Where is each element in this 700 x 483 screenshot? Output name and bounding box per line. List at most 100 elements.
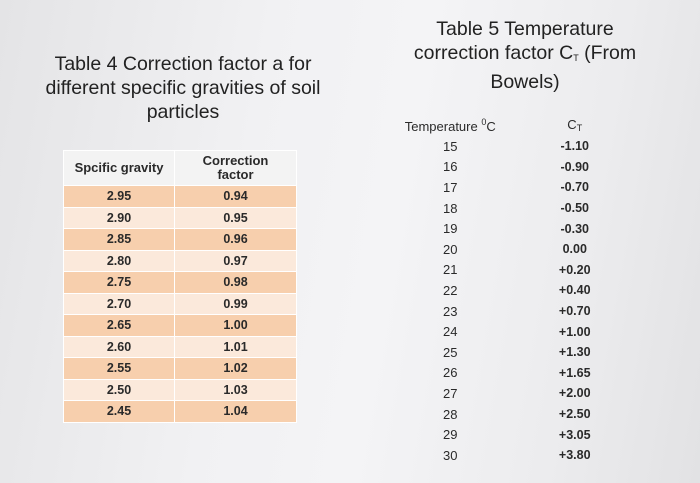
table-row: 25 +1.30 xyxy=(395,342,630,363)
table5-title-line: Bowels) xyxy=(490,71,560,93)
cell-ct: +3.05 xyxy=(558,427,591,442)
cell-temp: 18 xyxy=(443,200,458,216)
cell-sg: 2.45 xyxy=(63,400,175,423)
cell-sg: 2.65 xyxy=(63,314,175,337)
header-unit: C xyxy=(486,118,496,134)
cell-factor: 0.99 xyxy=(174,292,297,315)
table-row: 21 +0.20 xyxy=(395,260,630,281)
cell-temp: 21 xyxy=(443,262,458,278)
table4-body: 2.95 0.94 2.90 0.95 2.85 0.96 2.80 0.97 2.75 0.98… xyxy=(63,185,297,423)
table-row: 26 +1.65 xyxy=(395,363,630,384)
table-row: 23 +0.70 xyxy=(395,301,630,322)
table-row: 2.65 1.00 xyxy=(63,314,297,337)
table-row: 2.75 0.98 xyxy=(63,271,297,294)
table-row: 20 0.00 xyxy=(395,239,630,260)
table-row: 2.55 1.02 xyxy=(63,357,297,380)
cell-sg: 2.95 xyxy=(63,185,175,208)
cell-ct: -0.70 xyxy=(560,180,589,195)
cell-factor: 0.98 xyxy=(174,271,297,294)
cell-temp: 15 xyxy=(443,138,458,154)
cell-factor: 0.96 xyxy=(174,228,297,251)
header-line: Correction xyxy=(202,153,269,168)
table4-title-line: different specific gravities of soil xyxy=(45,77,321,99)
cell-factor: 0.97 xyxy=(174,249,297,272)
cell-sg: 2.50 xyxy=(63,378,175,401)
cell-factor: 1.03 xyxy=(174,378,297,401)
table4-title-line: particles xyxy=(146,101,220,123)
cell-ct: +2.50 xyxy=(558,407,591,422)
cell-ct: +1.30 xyxy=(558,345,591,360)
cell-sg: 2.70 xyxy=(63,292,175,315)
cell-sg: 2.60 xyxy=(63,335,175,358)
cell-ct: +0.70 xyxy=(558,304,591,319)
temperature-correction-table: Temperature 0C CT 15 -1.10 16 -0.90 17 -0.70 1… xyxy=(395,114,630,466)
cell-factor: 1.01 xyxy=(174,335,297,358)
table-row: 15 -1.10 xyxy=(395,136,630,157)
table-row: 24 +1.00 xyxy=(395,321,630,342)
table-row: 18 -0.50 xyxy=(395,198,630,219)
header-text: C xyxy=(567,117,577,132)
header-correction-factor: Correction factor xyxy=(174,150,297,186)
cell-ct: +3.80 xyxy=(558,448,591,463)
cell-temp: 20 xyxy=(443,241,458,257)
cell-temp: 25 xyxy=(443,344,458,360)
header-specific-gravity: Spcific gravity xyxy=(63,150,175,186)
table5-title-line: Table 5 Temperature xyxy=(436,18,614,40)
table-row: 2.50 1.03 xyxy=(63,378,297,401)
table-row: 19 -0.30 xyxy=(395,218,630,239)
cell-ct: 0.00 xyxy=(562,242,587,257)
cell-ct: +2.00 xyxy=(558,386,591,401)
cell-temp: 16 xyxy=(443,159,458,175)
cell-temp: 17 xyxy=(443,179,458,195)
cell-ct: +0.40 xyxy=(558,283,591,298)
cell-factor: 1.04 xyxy=(174,400,297,423)
table-row: 30 +3.80 xyxy=(395,445,630,466)
cell-ct: +1.00 xyxy=(558,324,591,339)
cell-sg: 2.85 xyxy=(63,228,175,251)
table-row: 27 +2.00 xyxy=(395,383,630,404)
header-subscript: T xyxy=(576,123,583,133)
table-row: 2.60 1.01 xyxy=(63,335,297,358)
cell-ct: -0.90 xyxy=(560,159,589,174)
degree-superscript: 0 xyxy=(481,116,487,127)
cell-temp: 27 xyxy=(443,385,458,401)
cell-sg: 2.90 xyxy=(63,206,175,229)
cell-sg: 2.75 xyxy=(63,271,175,294)
cell-temp: 24 xyxy=(443,324,458,340)
cell-sg: 2.55 xyxy=(63,357,175,380)
cell-factor: 1.00 xyxy=(174,314,297,337)
cell-factor: 0.94 xyxy=(174,185,297,208)
table-row: 2.85 0.96 xyxy=(63,228,297,251)
header-line: factor xyxy=(217,167,254,182)
cell-temp: 22 xyxy=(443,282,458,298)
table5-title-text: correction factor C xyxy=(413,42,574,64)
cell-temp: 23 xyxy=(443,303,458,319)
specific-gravity-table: Spcific gravity Correction factor 2.95 0.… xyxy=(63,150,297,423)
table-row: 16 -0.90 xyxy=(395,157,630,178)
table-row: 28 +2.50 xyxy=(395,404,630,425)
table5-body: 15 -1.10 16 -0.90 17 -0.70 18 -0.50 19 -0.30 20 0.0… xyxy=(395,136,630,466)
table-row: 22 +0.40 xyxy=(395,280,630,301)
table-row: 2.95 0.94 xyxy=(63,185,297,208)
header-temperature: Temperature 0C xyxy=(395,114,505,136)
table-row: 2.70 0.99 xyxy=(63,292,297,315)
cell-temp: 19 xyxy=(443,221,458,237)
table-row: 17 -0.70 xyxy=(395,177,630,198)
cell-temp: 28 xyxy=(443,406,458,422)
cell-ct: -0.50 xyxy=(560,201,589,216)
table4-title: Table 4 Correction factor a for differen… xyxy=(18,52,348,124)
table-row: 2.80 0.97 xyxy=(63,249,297,272)
table4-title-line: Table 4 Correction factor a for xyxy=(54,53,312,75)
cell-temp: 29 xyxy=(443,427,458,443)
table-row: 2.45 1.04 xyxy=(63,400,297,423)
cell-ct: -0.30 xyxy=(560,221,589,236)
cell-ct: -1.10 xyxy=(560,139,589,154)
table-row: 29 +3.05 xyxy=(395,424,630,445)
table5-title-text: (From xyxy=(578,42,637,64)
cell-factor: 1.02 xyxy=(174,357,297,380)
header-ct: CT xyxy=(505,114,630,136)
table5-title-line: correction factor CT (From xyxy=(380,41,670,70)
cell-ct: +0.20 xyxy=(558,262,591,277)
table5-title-subscript: T xyxy=(573,53,579,63)
cell-ct: +1.65 xyxy=(558,365,591,380)
